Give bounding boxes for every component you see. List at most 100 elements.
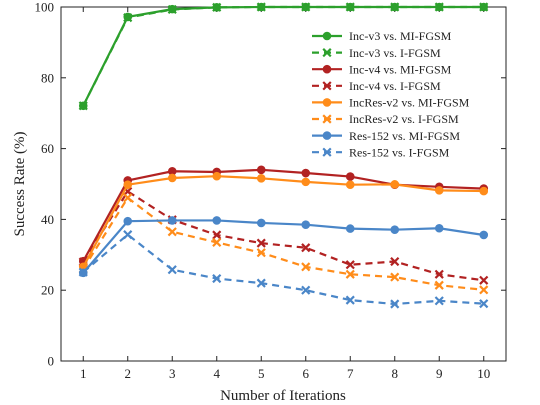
data-point xyxy=(167,216,177,225)
data-point xyxy=(390,299,400,309)
data-point xyxy=(167,173,177,183)
data-point xyxy=(434,269,444,279)
series-8 xyxy=(78,230,489,309)
y-tick-label: 80 xyxy=(41,70,54,85)
data-point xyxy=(123,230,133,240)
data-point xyxy=(345,172,355,181)
data-point xyxy=(345,224,355,233)
data-point xyxy=(78,267,88,277)
series-line xyxy=(82,233,484,306)
data-point xyxy=(345,2,355,12)
x-tick-label: 2 xyxy=(125,366,132,381)
data-point xyxy=(479,2,489,12)
series-line xyxy=(82,5,484,107)
legend-swatch-marker xyxy=(322,81,332,91)
data-point xyxy=(301,285,311,295)
legend-swatch-marker xyxy=(322,131,332,140)
data-point xyxy=(434,2,444,12)
data-point xyxy=(479,275,489,285)
legend-swatch-marker xyxy=(322,98,332,107)
data-point xyxy=(78,101,88,111)
data-point xyxy=(479,186,489,196)
data-point xyxy=(301,262,311,272)
data-point xyxy=(256,278,266,288)
series-line xyxy=(82,175,484,268)
x-tick-label: 5 xyxy=(258,366,265,381)
legend: Inc-v3 vs. MI-FGSM Inc-v3 vs. I-FGSM Inc-v… xyxy=(312,29,470,159)
series-line xyxy=(82,168,484,262)
legend-swatch-marker xyxy=(322,64,332,74)
series-6 xyxy=(78,193,489,295)
data-point xyxy=(212,230,222,240)
data-point xyxy=(256,218,266,228)
data-point xyxy=(212,2,222,12)
legend-swatch-marker xyxy=(322,48,332,58)
data-point xyxy=(479,230,489,240)
data-point xyxy=(345,269,355,279)
y-tick-label: 0 xyxy=(48,354,55,369)
legend-entry: Res-152 vs. I-FGSM xyxy=(349,145,450,159)
data-point xyxy=(256,238,266,248)
data-point xyxy=(301,243,311,253)
data-point xyxy=(434,296,444,306)
data-point xyxy=(212,171,222,181)
data-point xyxy=(212,273,222,284)
data-point xyxy=(123,13,133,23)
legend-swatch-marker xyxy=(322,147,332,157)
legend-swatch-marker xyxy=(322,31,332,41)
data-point xyxy=(167,265,177,275)
data-point xyxy=(434,223,444,233)
data-point xyxy=(345,295,355,305)
legend-entry: IncRes-v2 vs. I-FGSM xyxy=(349,112,459,126)
data-point xyxy=(256,248,266,258)
y-tick-label: 60 xyxy=(41,141,54,156)
data-point xyxy=(479,285,489,295)
y-tick-label: 40 xyxy=(41,212,54,227)
series-marks xyxy=(78,2,489,309)
x-tick-label: 3 xyxy=(169,366,176,381)
data-point xyxy=(301,168,311,178)
data-point xyxy=(167,227,177,237)
series-7 xyxy=(78,216,489,278)
data-point xyxy=(123,216,133,226)
x-axis-title: Number of Iterations xyxy=(220,388,346,404)
series-4 xyxy=(78,186,489,285)
data-point xyxy=(345,260,355,270)
legend-entry: IncRes-v2 vs. MI-FGSM xyxy=(349,96,470,110)
data-point xyxy=(301,177,311,187)
data-point xyxy=(390,272,400,282)
x-tick-label: 4 xyxy=(214,366,221,381)
series-line xyxy=(82,189,484,282)
x-tick-label: 1 xyxy=(80,366,87,381)
data-point xyxy=(434,186,444,195)
legend-swatch-marker xyxy=(322,114,332,124)
data-point xyxy=(212,237,222,247)
data-point xyxy=(390,180,400,189)
data-point xyxy=(390,256,400,267)
legend-entry: Inc-v3 vs. I-FGSM xyxy=(349,46,441,60)
data-point xyxy=(390,2,400,12)
legend-entry: Inc-v4 vs. I-FGSM xyxy=(349,79,441,93)
legend-entry: Res-152 vs. MI-FGSM xyxy=(349,129,460,143)
series-line xyxy=(82,196,484,291)
legend-entry: Inc-v3 vs. MI-FGSM xyxy=(349,29,452,43)
data-point xyxy=(479,299,489,309)
data-point xyxy=(301,2,311,12)
x-tick-label: 9 xyxy=(436,366,443,381)
data-point xyxy=(256,174,266,183)
data-point xyxy=(301,220,311,230)
y-tick-label: 100 xyxy=(35,0,55,15)
data-point xyxy=(123,180,133,190)
series-line xyxy=(82,219,484,274)
legend-entry: Inc-v4 vs. MI-FGSM xyxy=(349,62,452,76)
data-point xyxy=(390,225,400,234)
data-point xyxy=(256,2,266,12)
y-axis-title: Success Rate (%) xyxy=(12,132,28,237)
data-point xyxy=(345,180,355,190)
series-2 xyxy=(78,2,489,111)
data-point xyxy=(123,193,133,203)
data-point xyxy=(167,4,177,15)
x-tick-label: 6 xyxy=(303,366,310,381)
data-point xyxy=(434,280,444,290)
